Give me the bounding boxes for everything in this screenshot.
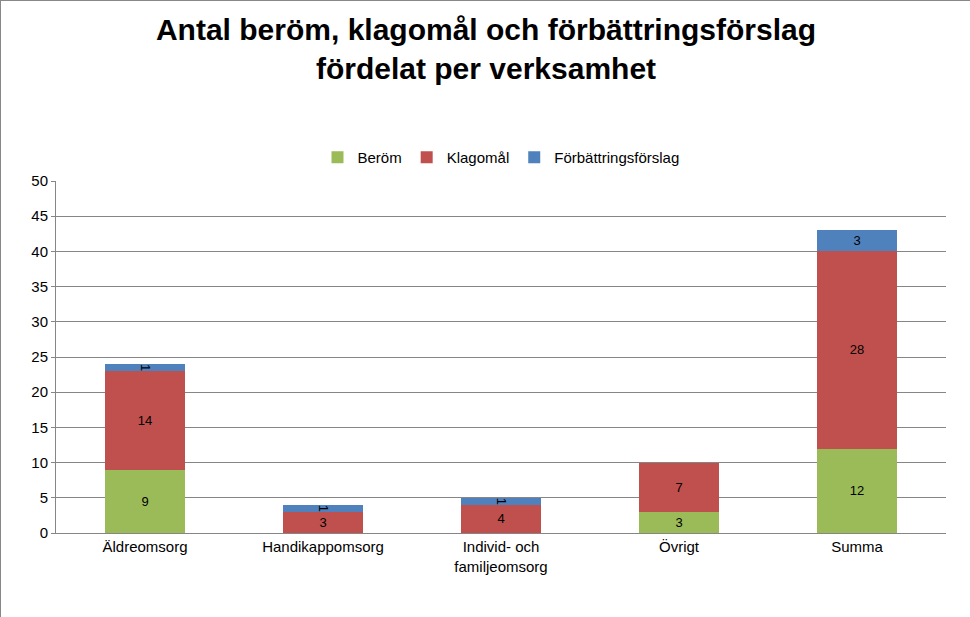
svg-text:1: 1 [494,498,509,505]
svg-text:Individ- ochfamiljeomsorg: Individ- ochfamiljeomsorg [454,538,547,575]
svg-text:Summa: Summa [831,538,883,555]
svg-text:3: 3 [853,233,860,248]
svg-text:7: 7 [675,480,682,495]
svg-text:3: 3 [675,515,682,530]
svg-text:35: 35 [31,278,48,295]
svg-text:1: 1 [138,364,153,371]
svg-text:0: 0 [40,524,48,541]
svg-text:Äldreomsorg: Äldreomsorg [102,538,187,555]
svg-text:Antal beröm, klagomål och förb: Antal beröm, klagomål och förbättringsfö… [156,13,816,85]
svg-text:Handikappomsorg: Handikappomsorg [262,538,384,555]
svg-text:4: 4 [497,511,504,526]
svg-text:Klagomål: Klagomål [447,149,510,166]
svg-text:45: 45 [31,207,48,224]
svg-text:28: 28 [850,342,864,357]
svg-text:Beröm: Beröm [358,149,402,166]
svg-text:1: 1 [316,505,331,512]
svg-text:Övrigt: Övrigt [659,538,700,555]
svg-text:20: 20 [31,383,48,400]
svg-text:14: 14 [138,413,152,428]
svg-text:40: 40 [31,243,48,260]
svg-text:50: 50 [31,172,48,189]
svg-text:15: 15 [31,419,48,436]
svg-text:Förbättringsförslag: Förbättringsförslag [554,149,679,166]
svg-text:3: 3 [319,515,326,530]
svg-text:5: 5 [40,489,48,506]
svg-text:12: 12 [850,483,864,498]
svg-text:9: 9 [141,494,148,509]
svg-text:30: 30 [31,313,48,330]
svg-text:25: 25 [31,348,48,365]
svg-text:10: 10 [31,454,48,471]
